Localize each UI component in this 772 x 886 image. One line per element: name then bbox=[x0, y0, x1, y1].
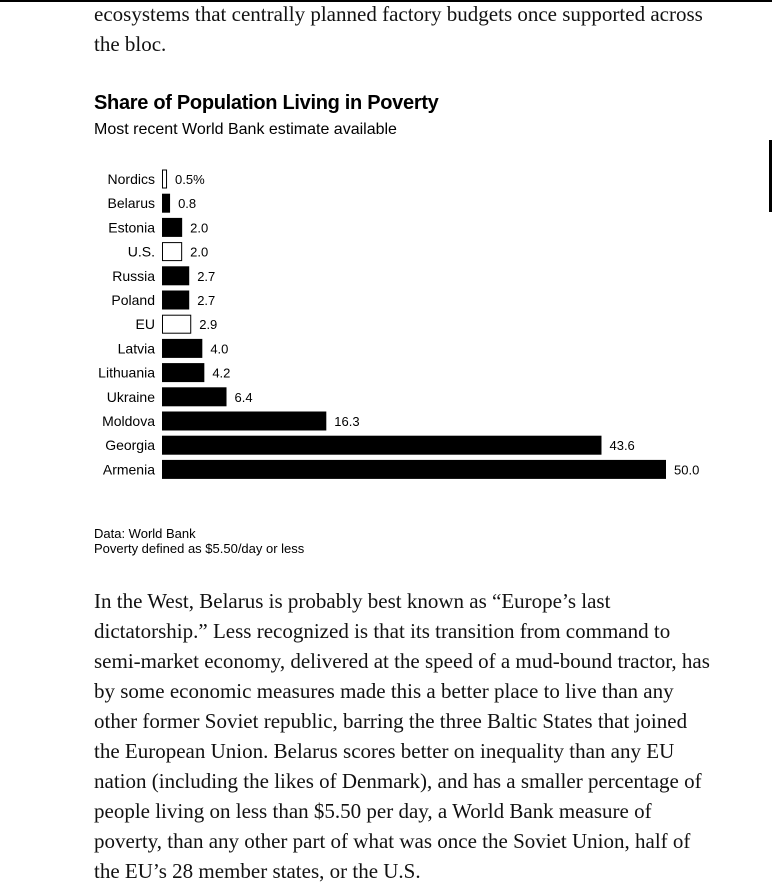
category-label: Georgia bbox=[105, 437, 155, 453]
source-note: Poverty defined as $5.50/day or less bbox=[94, 541, 305, 556]
bar-ukraine bbox=[162, 387, 227, 407]
value-label: 16.3 bbox=[334, 414, 359, 429]
category-label: EU bbox=[136, 316, 155, 332]
category-label: Poland bbox=[111, 292, 155, 308]
category-label: Lithuania bbox=[98, 365, 155, 381]
source-text: Data: World Bank bbox=[94, 526, 196, 541]
category-label: Armenia bbox=[103, 461, 155, 477]
top-rule bbox=[0, 0, 772, 2]
article-paragraph-top: ecosystems that centrally planned factor… bbox=[94, 2, 703, 56]
bar-georgia bbox=[162, 435, 602, 455]
category-label: Ukraine bbox=[107, 389, 155, 405]
chart-title: Share of Population Living in Poverty bbox=[94, 92, 439, 114]
category-label: Latvia bbox=[118, 340, 156, 356]
chart-subtitle: Most recent World Bank estimate availabl… bbox=[94, 121, 397, 138]
bar-u-s bbox=[162, 242, 183, 262]
bar-estonia bbox=[162, 217, 183, 237]
bar-armenia bbox=[162, 459, 666, 479]
value-label: 2.0 bbox=[190, 245, 208, 260]
value-label: 4.2 bbox=[212, 366, 230, 381]
scroll-indicator[interactable] bbox=[769, 140, 772, 212]
value-label: 2.0 bbox=[190, 220, 208, 235]
value-label: 0.5% bbox=[175, 172, 205, 187]
bar-poland bbox=[162, 290, 190, 310]
value-label: 4.0 bbox=[210, 341, 228, 356]
bar-moldova bbox=[162, 411, 327, 431]
bar-belarus bbox=[162, 193, 171, 213]
value-label: 50.0 bbox=[674, 462, 699, 477]
value-label: 43.6 bbox=[609, 438, 634, 453]
category-label: Moldova bbox=[102, 413, 155, 429]
value-label: 2.7 bbox=[197, 269, 215, 284]
chart-source: Data: World Bank Poverty defined as $5.5… bbox=[94, 526, 304, 556]
bar-latvia bbox=[162, 338, 203, 358]
value-label: 0.8 bbox=[178, 196, 196, 211]
bar-eu bbox=[162, 314, 192, 334]
value-label: 6.4 bbox=[235, 390, 253, 405]
article-paragraph-bottom: In the West, Belarus is probably best kn… bbox=[94, 589, 710, 883]
bar-nordics bbox=[162, 169, 168, 189]
value-label: 2.7 bbox=[197, 293, 215, 308]
bar-lithuania bbox=[162, 363, 205, 383]
category-label: Nordics bbox=[108, 171, 155, 187]
bar-russia bbox=[162, 266, 190, 286]
category-label: U.S. bbox=[128, 244, 155, 260]
value-label: 2.9 bbox=[199, 317, 217, 332]
category-label: Belarus bbox=[108, 195, 155, 211]
category-label: Estonia bbox=[108, 219, 155, 235]
category-label: Russia bbox=[112, 268, 155, 284]
